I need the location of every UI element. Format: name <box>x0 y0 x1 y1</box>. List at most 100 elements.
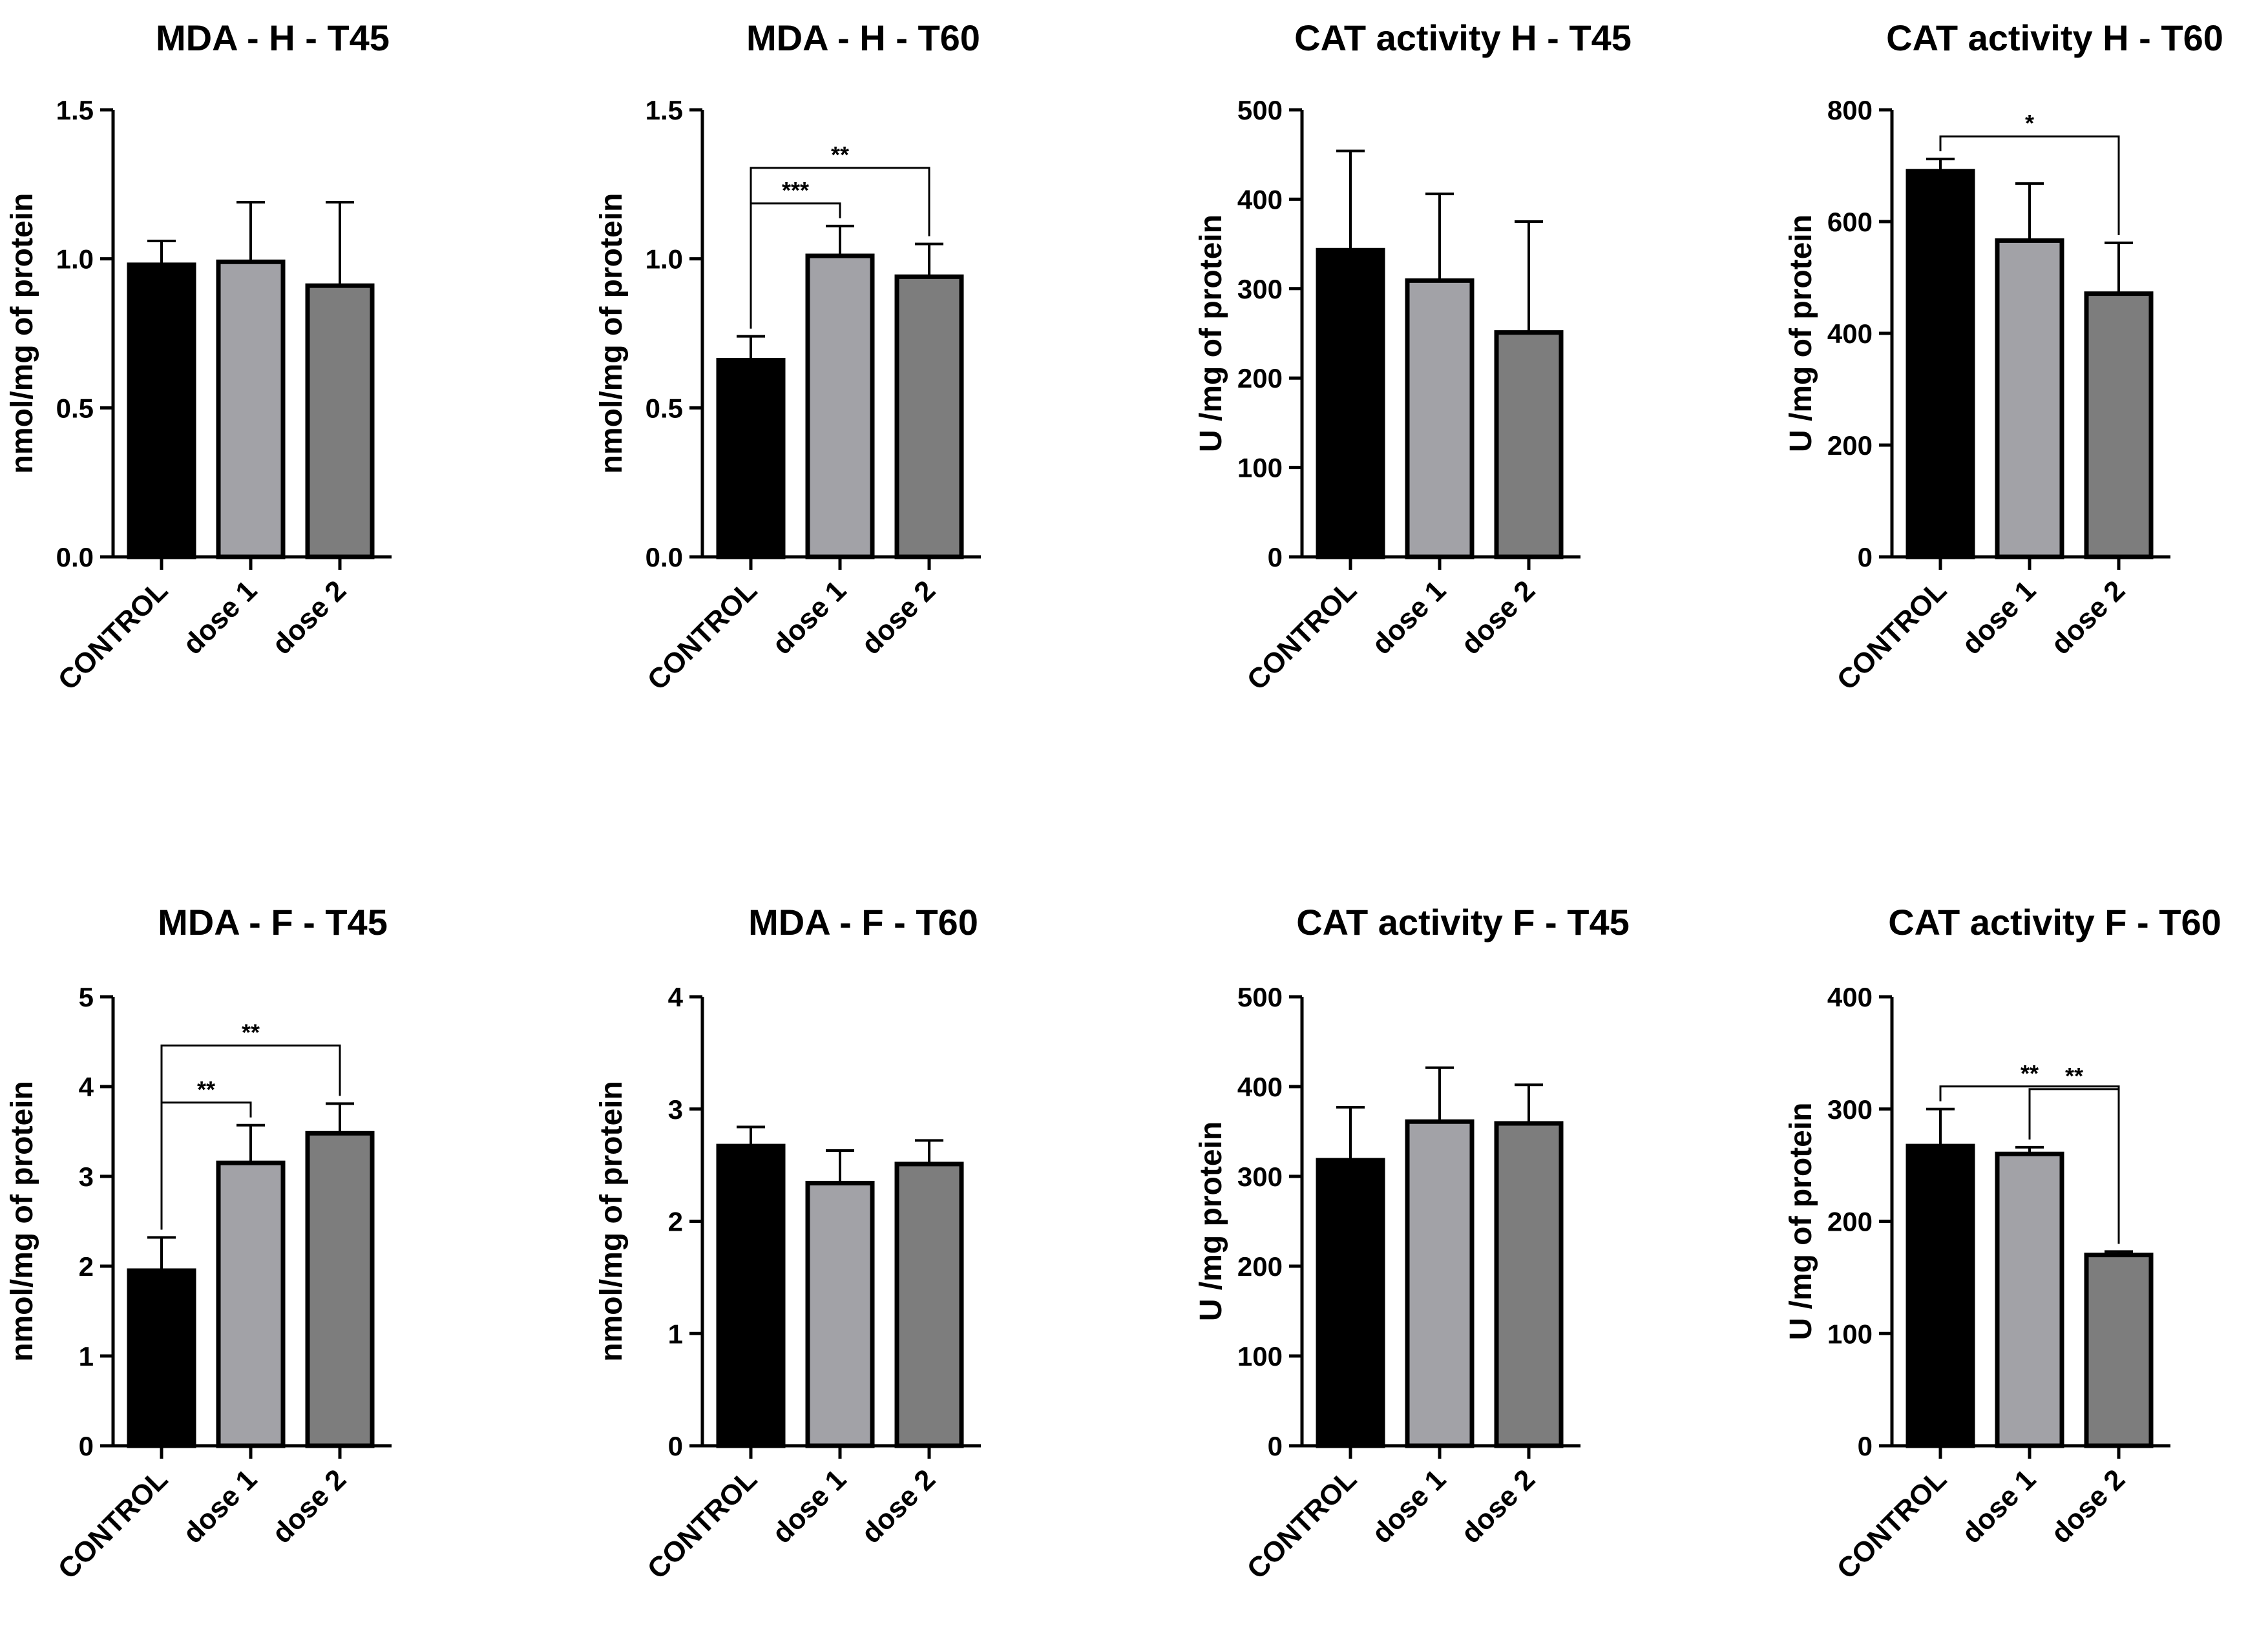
x-category-label: CONTROL <box>1831 1463 1953 1585</box>
x-category-label: dose 1 <box>177 574 263 660</box>
chart-panel-3: CAT activity H - T45 U /mg of protein 0 100… <box>1194 17 1632 696</box>
bar-control <box>716 1143 786 1448</box>
y-tick-label: 1 <box>668 1319 683 1349</box>
y-axis-label: nmol/mg of protein <box>5 1081 39 1362</box>
y-axis-label: U /mg of protein <box>1784 214 1818 452</box>
y-axis-label: U /mg of protein <box>1784 1103 1818 1340</box>
y-tick-label: 300 <box>1237 274 1283 304</box>
chart-panel-2: MDA - H - T60 nmol/mg of protein 0.0 0.5 1.0… <box>594 17 981 696</box>
y-tick-label: 1.5 <box>646 95 683 125</box>
significance-label: ** <box>197 1076 215 1103</box>
x-category-label: dose 1 <box>1366 574 1452 660</box>
y-tick-label: 3 <box>668 1094 683 1125</box>
y-tick-label: 300 <box>1827 1094 1873 1125</box>
y-axis-label: nmol/mg of protein <box>5 193 39 474</box>
x-category-label: dose 2 <box>1455 574 1541 660</box>
x-category-label: dose 2 <box>2045 574 2131 660</box>
y-tick-label: 200 <box>1237 1251 1283 1282</box>
x-category-label: CONTROL <box>52 1463 174 1585</box>
bar-dose2 <box>1494 330 1564 559</box>
y-tick-label: 4 <box>79 1072 94 1102</box>
y-tick-label: 200 <box>1237 363 1283 393</box>
y-tick-label: 0 <box>1858 542 1873 572</box>
y-tick-label: 200 <box>1827 430 1873 461</box>
y-tick-label: 400 <box>1827 982 1873 1012</box>
bar-dose1 <box>216 259 286 559</box>
chart-panel-7: CAT activity F - T45 U /mg protein 0 100 200… <box>1194 902 1630 1585</box>
x-category-label: CONTROL <box>642 574 763 696</box>
y-tick-label: 1.0 <box>646 244 683 275</box>
x-category-label: dose 1 <box>1956 1463 2042 1549</box>
bar-dose1 <box>1995 238 2064 559</box>
bar-dose1 <box>216 1160 286 1448</box>
significance-label: ** <box>2065 1063 2083 1089</box>
y-tick-label: 0 <box>1268 542 1283 572</box>
y-tick-label: 800 <box>1827 95 1873 125</box>
y-tick-label: 0.0 <box>646 542 683 572</box>
bar-dose2 <box>305 1131 375 1448</box>
y-tick-label: 3 <box>79 1162 94 1192</box>
bar-control <box>1906 169 1975 559</box>
x-category-label: dose 1 <box>766 574 852 660</box>
significance-bracket <box>2028 1088 2120 1244</box>
bar-control <box>127 1268 196 1448</box>
significance-bracket <box>160 1044 341 1230</box>
x-category-label: dose 1 <box>1366 1463 1452 1549</box>
chart-title: MDA - F - T60 <box>748 902 978 943</box>
bar-dose2 <box>2084 1253 2154 1448</box>
bar-dose1 <box>805 1180 875 1448</box>
x-category-label: dose 1 <box>766 1463 852 1549</box>
bar-dose2 <box>894 1162 964 1448</box>
y-tick-label: 400 <box>1237 1072 1283 1102</box>
x-category-label: CONTROL <box>1831 574 1953 696</box>
bar-dose2 <box>305 283 375 559</box>
chart-title: MDA - H - T60 <box>746 17 980 58</box>
chart-panel-8: CAT activity F - T60 U /mg of protein 0 100… <box>1784 902 2221 1585</box>
y-tick-label: 300 <box>1237 1162 1283 1192</box>
y-tick-label: 2 <box>668 1207 683 1237</box>
significance-label: * <box>2025 110 2034 136</box>
y-tick-label: 0.0 <box>56 542 94 572</box>
x-category-label: CONTROL <box>1241 574 1363 696</box>
y-tick-label: 100 <box>1237 1341 1283 1371</box>
y-axis-label: nmol/mg of protein <box>594 193 629 474</box>
y-tick-label: 400 <box>1827 318 1873 349</box>
chart-title: CAT activity H - T60 <box>1886 17 2223 58</box>
bar-control <box>1316 1158 1385 1448</box>
y-tick-label: 1.0 <box>56 244 94 275</box>
x-category-label: dose 2 <box>1455 1463 1541 1549</box>
x-category-label: dose 2 <box>2045 1463 2131 1549</box>
y-tick-label: 0.5 <box>56 393 94 423</box>
bar-control <box>1316 247 1385 559</box>
significance-label: ** <box>242 1019 260 1045</box>
significance-bracket <box>750 167 930 329</box>
x-category-label: dose 2 <box>856 574 941 660</box>
x-category-label: dose 1 <box>1956 574 2042 660</box>
y-axis-label: nmol/mg of protein <box>594 1081 629 1362</box>
y-tick-label: 1.5 <box>56 95 94 125</box>
chart-title: CAT activity F - T45 <box>1296 902 1630 943</box>
y-tick-label: 400 <box>1237 184 1283 214</box>
chart-title: CAT activity H - T45 <box>1294 17 1632 58</box>
y-tick-label: 5 <box>79 982 94 1012</box>
y-tick-label: 2 <box>79 1251 94 1282</box>
y-tick-label: 4 <box>668 982 684 1012</box>
bar-dose1 <box>1995 1151 2064 1448</box>
bar-control <box>716 358 786 559</box>
significance-label: *** <box>782 177 809 203</box>
bar-dose2 <box>2084 291 2154 559</box>
x-category-label: dose 2 <box>856 1463 941 1549</box>
bar-control <box>127 262 196 559</box>
y-axis-label: U /mg protein <box>1194 1121 1228 1321</box>
y-axis-label: U /mg of protein <box>1194 214 1228 452</box>
bar-dose1 <box>1405 1119 1475 1448</box>
y-tick-label: 200 <box>1827 1207 1873 1237</box>
y-tick-label: 1 <box>79 1341 94 1371</box>
x-category-label: CONTROL <box>52 574 174 696</box>
y-tick-label: 500 <box>1237 982 1283 1012</box>
significance-label: ** <box>831 141 849 168</box>
significance-bracket <box>1939 135 2120 235</box>
significance-label: ** <box>2021 1060 2039 1087</box>
y-tick-label: 100 <box>1827 1319 1873 1349</box>
